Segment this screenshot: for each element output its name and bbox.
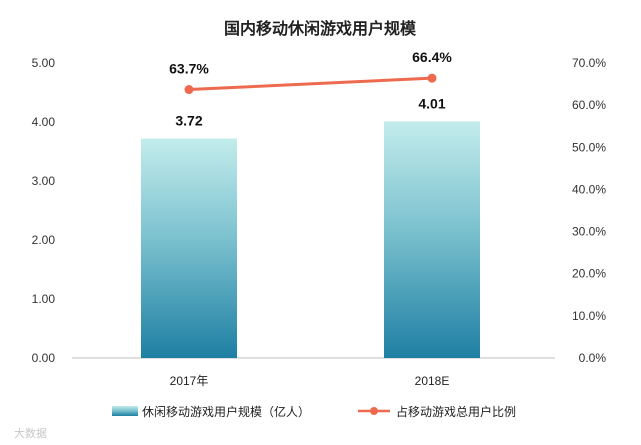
- bar-value-label: 4.01: [418, 95, 445, 111]
- line-data-labels: 63.7% 66.4%: [169, 49, 452, 76]
- line-path: [188, 76, 433, 92]
- left-tick-label: 2.00: [32, 233, 56, 247]
- line-point: [427, 73, 437, 83]
- right-tick-label: 10.0%: [572, 309, 606, 323]
- legend: 休闲移动游戏用户规模（亿人） 占移动游戏总用户比例: [112, 404, 516, 419]
- right-tick-label: 70.0%: [572, 56, 606, 70]
- left-tick-label: 0.00: [32, 351, 56, 365]
- right-tick-label: 30.0%: [572, 225, 606, 239]
- left-tick-label: 1.00: [32, 292, 56, 306]
- legend-bar-swatch: [112, 406, 138, 416]
- left-axis-ticks: 0.00 1.00 2.00 3.00 4.00 5.00: [32, 56, 56, 365]
- category-label: 2017年: [170, 374, 209, 388]
- right-tick-label: 60.0%: [572, 98, 606, 112]
- bar-data-labels: 3.72 4.01: [175, 95, 445, 128]
- right-tick-label: 0.0%: [579, 351, 607, 365]
- right-axis-ticks: 0.0% 10.0% 20.0% 30.0% 40.0% 50.0% 60.0% 70.0%: [572, 56, 606, 365]
- legend-bar-label: 休闲移动游戏用户规模（亿人）: [142, 404, 310, 419]
- right-tick-label: 40.0%: [572, 182, 606, 196]
- left-tick-label: 4.00: [32, 115, 56, 129]
- line-series: [184, 73, 437, 95]
- bar: [384, 121, 480, 358]
- category-labels: 2017年 2018E: [170, 374, 450, 388]
- bar-value-label: 3.72: [175, 113, 202, 129]
- watermark: 大数据: [14, 426, 47, 440]
- left-tick-label: 3.00: [32, 174, 56, 188]
- right-tick-label: 50.0%: [572, 140, 606, 154]
- legend-line-label: 占移动游戏总用户比例: [396, 404, 516, 419]
- bar-series: [141, 121, 480, 358]
- bar: [141, 138, 237, 358]
- chart-title: 国内移动休闲游戏用户规模: [224, 19, 417, 38]
- line-point: [184, 85, 194, 95]
- category-label: 2018E: [415, 374, 450, 388]
- line-value-label: 66.4%: [412, 49, 452, 65]
- line-value-label: 63.7%: [169, 61, 209, 77]
- right-tick-label: 20.0%: [572, 267, 606, 281]
- left-tick-label: 5.00: [32, 56, 56, 70]
- legend-line-marker: [370, 407, 378, 415]
